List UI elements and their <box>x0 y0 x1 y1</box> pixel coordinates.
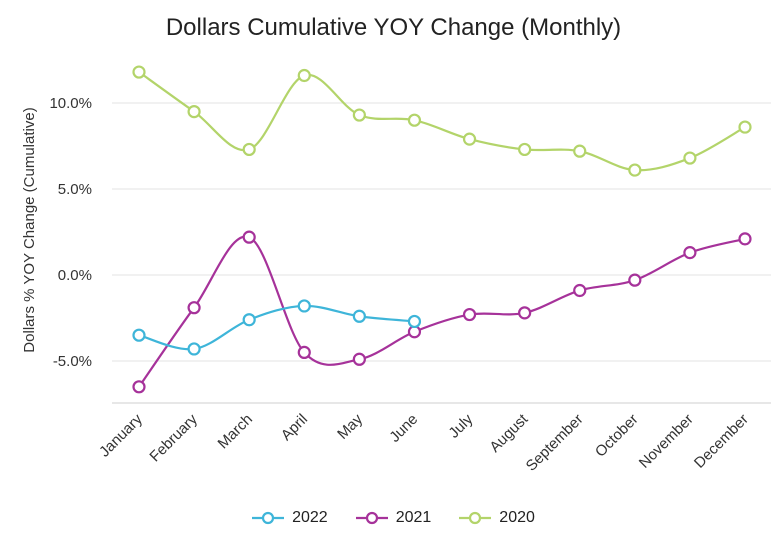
legend-marker-icon <box>459 511 492 525</box>
data-point[interactable] <box>132 380 146 394</box>
data-point[interactable] <box>242 230 256 244</box>
x-tick-label: April <box>278 411 311 444</box>
x-tick-label: August <box>486 410 532 456</box>
data-point[interactable] <box>738 120 752 134</box>
data-point[interactable] <box>683 151 697 165</box>
y-tick-label: 10.0% <box>49 95 92 112</box>
data-point[interactable] <box>297 299 311 313</box>
data-point[interactable] <box>297 68 311 83</box>
y-axis-title: Dollars % YOY Change (Cumulative) <box>21 107 38 352</box>
x-tick-label: November <box>636 411 697 472</box>
data-point[interactable] <box>518 306 532 320</box>
legend: 2022 2021 2020 <box>0 509 775 527</box>
data-point[interactable] <box>683 246 697 260</box>
data-point[interactable] <box>738 232 752 246</box>
data-point[interactable] <box>187 342 201 356</box>
x-tick-label: July <box>445 410 476 441</box>
legend-item-2020[interactable]: 2020 <box>459 509 535 527</box>
x-tick-label: February <box>146 410 201 465</box>
legend-label: 2021 <box>395 509 432 526</box>
y-tick-label: 0.0% <box>58 267 92 284</box>
series-2021 <box>132 230 752 394</box>
x-tick-label: May <box>334 410 366 442</box>
x-tick-label: January <box>96 410 146 460</box>
data-point[interactable] <box>628 273 642 287</box>
x-tick-label: October <box>592 411 642 461</box>
y-tick-label: -5.0% <box>53 353 92 370</box>
data-point[interactable] <box>187 104 201 119</box>
data-point[interactable] <box>352 309 366 323</box>
legend-label: 2020 <box>499 509 535 526</box>
x-axis-ticks: January February March April May June July Augu… <box>96 410 752 474</box>
data-point[interactable] <box>187 301 201 315</box>
x-tick-label: September <box>523 411 587 475</box>
legend-item-2022[interactable]: 2022 <box>252 509 328 527</box>
legend-label: 2022 <box>292 509 328 526</box>
legend-marker-icon <box>252 511 285 525</box>
grid-lines <box>112 102 771 404</box>
series-2020 <box>132 65 752 177</box>
data-point[interactable] <box>132 65 146 79</box>
data-point[interactable] <box>462 307 477 322</box>
chart-title: Dollars Cumulative YOY Change (Monthly) <box>165 14 622 41</box>
data-point[interactable] <box>407 113 422 127</box>
data-point[interactable] <box>242 142 256 157</box>
data-point[interactable] <box>352 352 366 366</box>
y-axis-ticks: 10.0% 5.0% 0.0% -5.0% <box>49 95 92 370</box>
data-point[interactable] <box>628 163 642 177</box>
legend-item-2021[interactable]: 2021 <box>355 509 432 527</box>
data-point[interactable] <box>462 132 477 146</box>
x-tick-label: March <box>215 411 256 452</box>
series-group <box>132 65 752 394</box>
data-point[interactable] <box>573 144 587 158</box>
x-tick-label: December <box>691 411 752 472</box>
x-tick-label: June <box>386 411 421 446</box>
data-point[interactable] <box>407 314 422 329</box>
legend-marker-icon <box>355 511 388 525</box>
data-point[interactable] <box>297 345 311 359</box>
data-point[interactable] <box>573 283 587 298</box>
series-2022 <box>132 299 422 356</box>
series-line-2020 <box>138 71 746 172</box>
y-tick-label: 5.0% <box>58 181 92 198</box>
series-line-2021 <box>138 235 746 388</box>
data-point[interactable] <box>242 313 256 327</box>
data-point[interactable] <box>518 142 532 157</box>
data-point[interactable] <box>352 108 366 122</box>
data-point[interactable] <box>132 328 146 342</box>
